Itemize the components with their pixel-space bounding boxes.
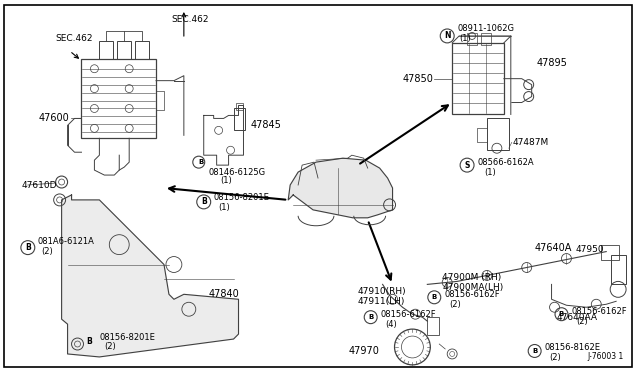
Text: N: N xyxy=(444,32,451,41)
Text: 47950: 47950 xyxy=(575,245,604,254)
Text: (1): (1) xyxy=(459,35,471,44)
Text: 08156-8201E: 08156-8201E xyxy=(214,193,269,202)
Bar xyxy=(487,118,509,150)
Bar xyxy=(611,254,626,284)
Text: B: B xyxy=(25,243,31,252)
Text: 47487M: 47487M xyxy=(513,138,549,147)
Bar xyxy=(601,245,619,260)
Text: (1): (1) xyxy=(219,203,230,212)
Bar xyxy=(135,41,149,59)
Text: (2): (2) xyxy=(550,353,561,362)
Text: 081A6-6121A: 081A6-6121A xyxy=(38,237,95,246)
Text: 08156-6162F: 08156-6162F xyxy=(381,310,436,319)
Text: 08156-8201E: 08156-8201E xyxy=(99,333,156,341)
Polygon shape xyxy=(288,158,392,218)
Text: 47640A: 47640A xyxy=(534,243,572,253)
Text: 47640AA: 47640AA xyxy=(557,313,598,322)
Text: 47845: 47845 xyxy=(250,121,282,130)
Text: S: S xyxy=(465,161,470,170)
Text: 47910(RH): 47910(RH) xyxy=(358,287,406,296)
Bar xyxy=(452,43,504,115)
Text: (2): (2) xyxy=(577,317,588,326)
Text: 08156-6162F: 08156-6162F xyxy=(572,307,627,316)
Text: (2): (2) xyxy=(449,300,461,309)
Text: B: B xyxy=(431,294,437,300)
Text: 47900M (RH): 47900M (RH) xyxy=(442,273,502,282)
Text: 47600: 47600 xyxy=(39,113,70,124)
Text: B: B xyxy=(559,311,564,317)
Bar xyxy=(481,33,491,45)
Text: 08566-6162A: 08566-6162A xyxy=(477,158,534,167)
Text: 08146-6125G: 08146-6125G xyxy=(209,168,266,177)
Text: (1): (1) xyxy=(484,168,496,177)
Text: SEC.462: SEC.462 xyxy=(171,15,209,23)
Text: J-76003 1: J-76003 1 xyxy=(588,352,624,361)
Bar xyxy=(467,33,477,45)
Polygon shape xyxy=(61,195,239,357)
Text: 08911-1062G: 08911-1062G xyxy=(457,25,514,33)
Text: 47970: 47970 xyxy=(349,346,380,356)
Bar xyxy=(117,41,131,59)
Bar xyxy=(236,103,243,110)
Text: (1): (1) xyxy=(221,176,232,185)
Bar xyxy=(428,317,439,335)
Text: B: B xyxy=(201,198,207,206)
Text: B: B xyxy=(532,348,538,354)
Text: B: B xyxy=(198,159,204,165)
Text: SEC.462: SEC.462 xyxy=(56,35,93,44)
Text: 47850: 47850 xyxy=(403,74,433,84)
Bar xyxy=(99,41,113,59)
Text: 47900MA(LH): 47900MA(LH) xyxy=(442,283,504,292)
Text: 47911(LH): 47911(LH) xyxy=(358,297,405,306)
Text: B: B xyxy=(368,314,373,320)
Bar xyxy=(81,59,156,138)
Text: 08156-6162F: 08156-6162F xyxy=(444,290,500,299)
Text: 47840: 47840 xyxy=(209,289,239,299)
Bar xyxy=(234,109,246,130)
Text: 08156-8162E: 08156-8162E xyxy=(545,343,600,353)
Text: 47895: 47895 xyxy=(537,58,568,68)
Text: 47610D: 47610D xyxy=(22,180,58,189)
Text: (2): (2) xyxy=(42,247,54,256)
Text: (4): (4) xyxy=(385,320,397,328)
Text: (2): (2) xyxy=(104,343,116,352)
Text: B: B xyxy=(86,337,92,346)
